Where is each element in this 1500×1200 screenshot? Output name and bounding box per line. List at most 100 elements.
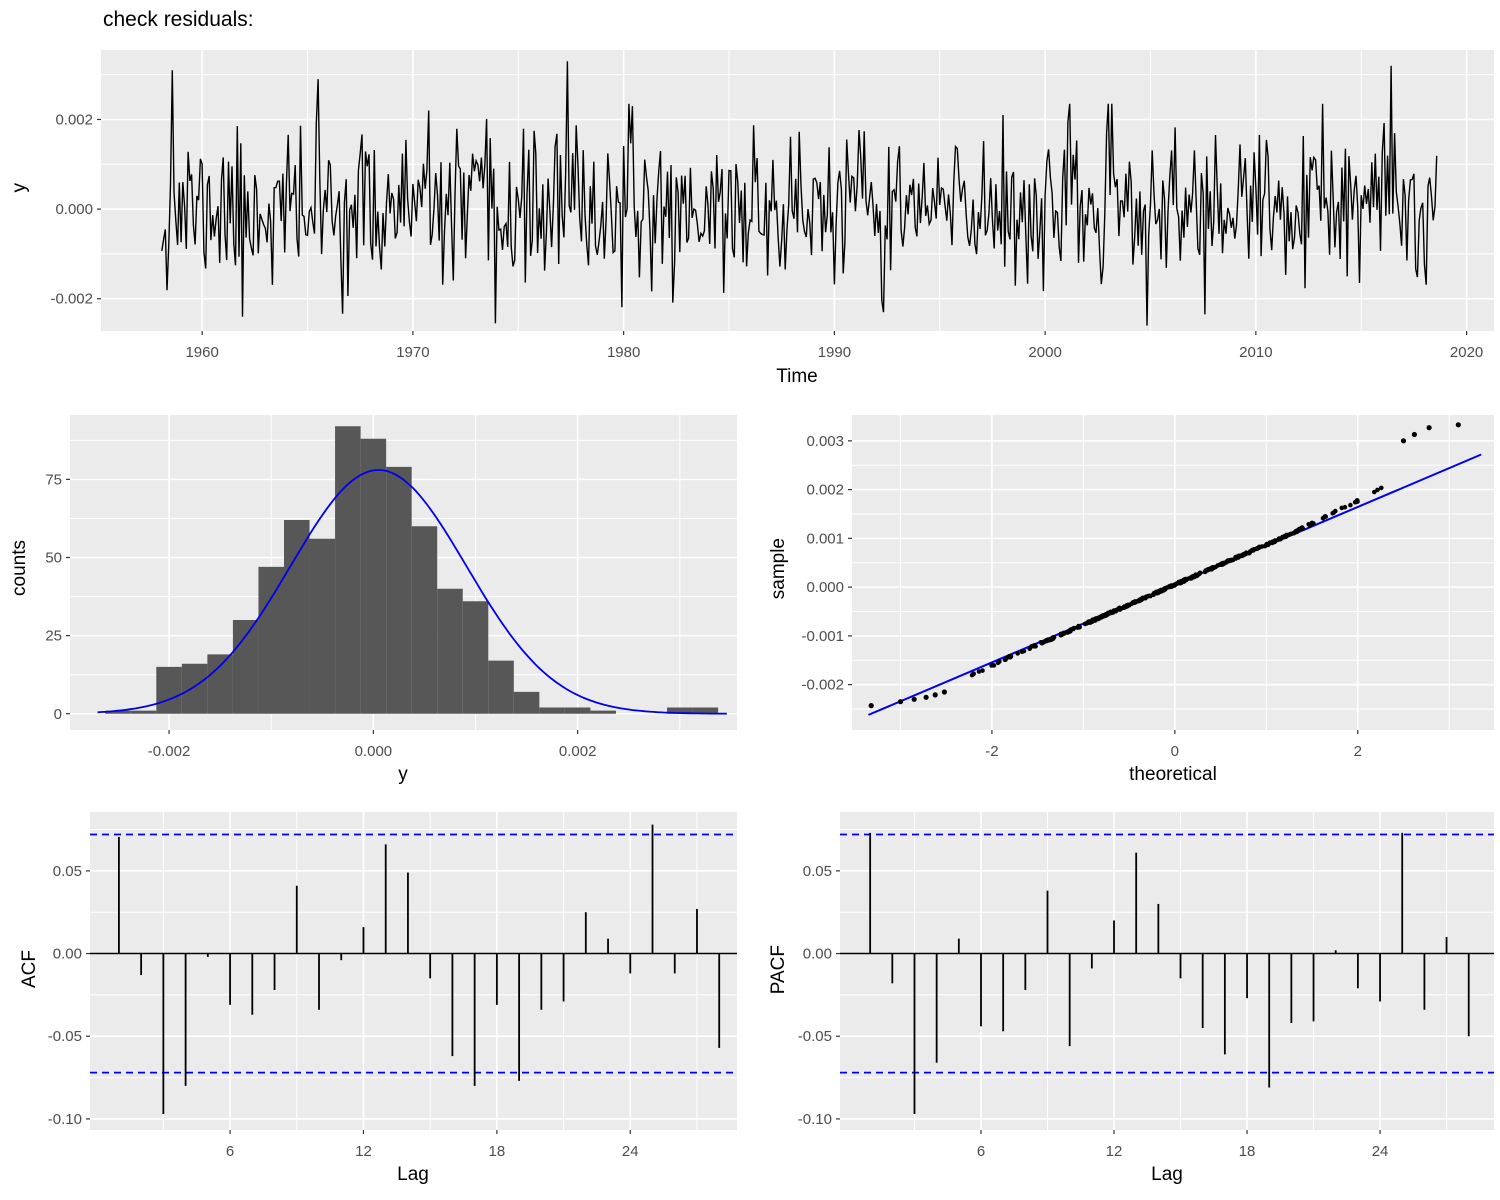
hist-xlabel: y <box>398 764 408 785</box>
x-tick-label: -0.002 <box>148 743 191 760</box>
figure-title: check residuals: <box>103 8 254 31</box>
y-tick-label: -0.002 <box>50 291 93 308</box>
y-tick-label: 0.05 <box>803 863 832 880</box>
y-tick-label: 0.00 <box>803 946 832 963</box>
acf-xlabel: Lag <box>397 1164 429 1185</box>
hist-bar <box>488 660 514 714</box>
x-tick-label: 1990 <box>818 344 851 361</box>
qq-point <box>1051 635 1057 640</box>
ts-xlabel: Time <box>776 366 818 387</box>
pacf-xlabel: Lag <box>1151 1164 1183 1185</box>
hist-bar <box>207 654 233 714</box>
y-tick-label: 0.000 <box>806 579 844 596</box>
y-tick-label: 0 <box>54 706 62 723</box>
y-tick-label: -0.05 <box>798 1028 832 1045</box>
qq-point <box>976 669 982 674</box>
qq-outlier-point <box>911 696 917 702</box>
x-tick-label: 18 <box>1239 1143 1256 1160</box>
qq-point <box>1323 514 1328 519</box>
hist-bar <box>667 707 693 714</box>
y-tick-label: -0.001 <box>801 628 844 645</box>
qq-point <box>1379 485 1384 491</box>
y-tick-label: 0.00 <box>53 946 82 963</box>
qq-outlier-point <box>932 692 938 698</box>
y-tick-label: 0.000 <box>55 201 93 218</box>
hist-bar <box>258 566 284 714</box>
y-tick-label: 25 <box>45 628 62 645</box>
x-tick-label: 1980 <box>607 344 640 361</box>
acf-plot: 6 12 18 24 -0.10 -0.05 0.00 0.05 <box>48 812 737 1160</box>
hist-bar <box>513 691 540 714</box>
x-tick-label: 12 <box>1106 1143 1123 1160</box>
hist-bar <box>590 710 616 714</box>
hist-bar <box>411 526 438 714</box>
qq-point <box>1071 625 1077 631</box>
acf-plot-panel <box>90 812 737 1130</box>
x-tick-label: 12 <box>355 1143 372 1160</box>
hist-bar <box>156 666 182 714</box>
histogram-plot: -0.002 0.000 0.002 0 25 50 75 <box>45 415 737 760</box>
qq-xlabel: theoretical <box>1129 764 1217 785</box>
qq-point <box>1021 648 1027 654</box>
pacf-plot-panel <box>840 812 1494 1130</box>
qq-outlier-point <box>1411 431 1417 438</box>
hist-bar <box>437 588 463 714</box>
qq-outlier-point <box>941 689 948 695</box>
hist-bar <box>181 663 208 714</box>
qq-ylabel: sample <box>768 538 789 600</box>
qq-point <box>980 668 985 673</box>
qq-outlier-point <box>1426 425 1432 431</box>
hist-bar <box>692 707 719 714</box>
hist-bar <box>564 707 591 714</box>
x-tick-label: 2 <box>1354 743 1362 760</box>
qq-outlier-point <box>923 694 929 700</box>
qq-plot-panel <box>852 415 1494 730</box>
qq-point <box>1008 654 1014 659</box>
x-tick-label: 0.002 <box>559 743 597 760</box>
hist-bar <box>539 707 565 714</box>
x-tick-label: 6 <box>226 1143 234 1160</box>
time-series-plot: 1960 1970 1980 1990 2000 2010 2020 -0.002 0.000 0… <box>50 50 1494 361</box>
ts-ylabel: y <box>9 183 30 193</box>
y-tick-label: 0.05 <box>53 863 82 880</box>
qq-point <box>1077 625 1082 630</box>
residuals-time-series-panel <box>101 50 1494 331</box>
x-tick-label: 1970 <box>396 344 429 361</box>
y-tick-label: -0.002 <box>801 677 844 694</box>
y-tick-label: 0.002 <box>806 482 844 499</box>
qq-outlier-point <box>1455 422 1461 428</box>
qq-point <box>1311 521 1316 526</box>
qq-point <box>1033 644 1038 649</box>
y-tick-label: 0.001 <box>806 530 844 547</box>
x-tick-label: 1960 <box>185 344 218 361</box>
hist-bar <box>309 538 336 714</box>
qq-point <box>1333 508 1338 514</box>
x-tick-label: 2020 <box>1450 344 1483 361</box>
x-tick-label: 18 <box>489 1143 506 1160</box>
qq-point <box>1375 487 1380 493</box>
hist-bar <box>462 601 489 714</box>
hist-ylabel: counts <box>9 540 30 596</box>
qq-point <box>1355 499 1360 504</box>
y-tick-label: -0.05 <box>48 1028 82 1045</box>
qq-point <box>1300 526 1306 531</box>
x-tick-label: -2 <box>985 743 998 760</box>
x-tick-label: 0.000 <box>355 743 393 760</box>
hist-bar <box>105 710 131 714</box>
y-tick-label: 75 <box>45 471 62 488</box>
hist-bar <box>386 466 412 714</box>
x-tick-label: 0 <box>1171 743 1179 760</box>
x-tick-label: 6 <box>977 1143 985 1160</box>
hist-bar <box>232 620 259 714</box>
hist-bar <box>335 426 361 714</box>
y-tick-label: -0.10 <box>48 1111 82 1128</box>
x-tick-label: 2000 <box>1028 344 1061 361</box>
x-tick-label: 24 <box>1372 1143 1389 1160</box>
residual-series-line <box>161 61 1438 326</box>
qq-plot: -2 0 2 -0.002 -0.001 0.000 0.001 0.002 0.003 <box>801 415 1494 760</box>
y-tick-label: 50 <box>45 550 62 567</box>
hist-bar <box>283 520 310 714</box>
qq-point <box>1348 502 1353 508</box>
qq-point <box>991 663 997 668</box>
